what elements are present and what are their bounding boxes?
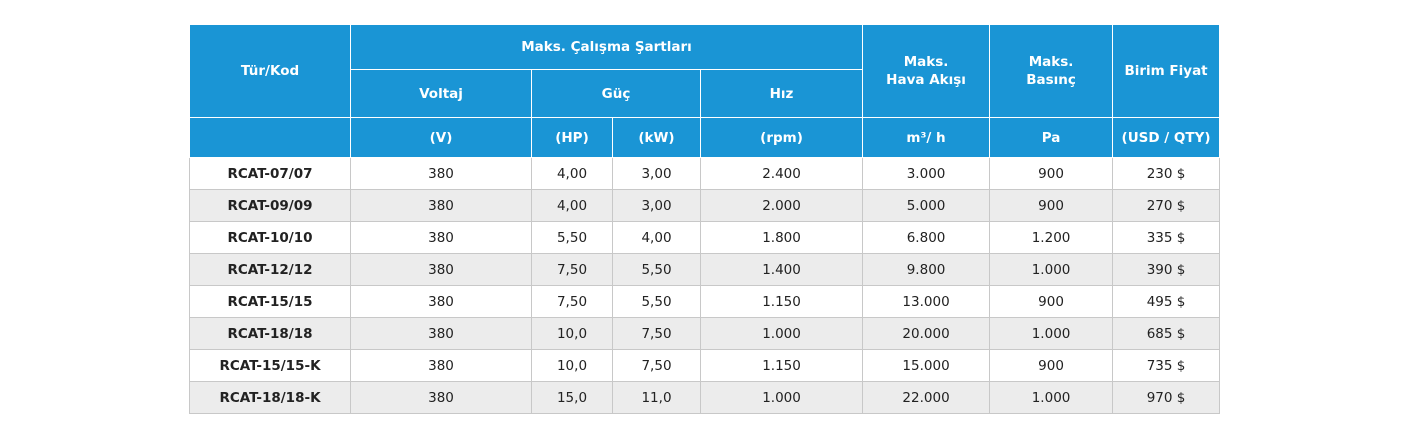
unit-pressure: Pa xyxy=(989,117,1114,158)
cell-voltage: 380 xyxy=(350,157,532,190)
cell-voltage: 380 xyxy=(350,381,532,414)
cell-pressure: 900 xyxy=(989,285,1114,318)
cell-code: RCAT-15/15 xyxy=(189,285,351,318)
cell-voltage: 380 xyxy=(350,285,532,318)
cell-price: 685 $ xyxy=(1112,317,1221,350)
cell-rpm: 1.150 xyxy=(699,285,864,318)
cell-airflow: 22.000 xyxy=(862,381,991,414)
cell-rpm: 1.400 xyxy=(699,253,864,286)
cell-kw: 5,50 xyxy=(612,253,701,286)
unit-power-hp: (HP) xyxy=(531,117,613,158)
cell-hp: 4,00 xyxy=(531,157,613,190)
cell-code: RCAT-18/18 xyxy=(189,317,351,350)
cell-kw: 7,50 xyxy=(612,349,701,382)
cell-code: RCAT-09/09 xyxy=(189,189,351,222)
header-speed: Hız xyxy=(699,69,864,118)
table-row: RCAT-15/15-K 380 10,0 7,50 1.150 15.000 … xyxy=(189,349,1221,382)
cell-rpm: 1.000 xyxy=(699,381,864,414)
header-max-airflow-line1: Maks. xyxy=(903,54,949,70)
header-max-airflow: Maks. Hava Akışı xyxy=(862,24,991,118)
cell-voltage: 380 xyxy=(350,253,532,286)
header-unit-price: Birim Fiyat xyxy=(1112,24,1221,118)
cell-pressure: 1.000 xyxy=(989,317,1114,350)
cell-rpm: 2.000 xyxy=(699,189,864,222)
cell-hp: 7,50 xyxy=(531,253,613,286)
table-header: Tür/Kod Maks. Çalışma Şartları Maks. Hav… xyxy=(189,24,1221,158)
cell-kw: 3,00 xyxy=(612,189,701,222)
table-row: RCAT-07/07 380 4,00 3,00 2.400 3.000 900… xyxy=(189,157,1221,190)
header-max-conditions: Maks. Çalışma Şartları xyxy=(349,24,864,70)
header-max-pressure: Maks. Basınç xyxy=(989,24,1114,118)
cell-code: RCAT-10/10 xyxy=(189,221,351,254)
cell-voltage: 380 xyxy=(350,349,532,382)
cell-airflow: 13.000 xyxy=(862,285,991,318)
cell-price: 495 $ xyxy=(1112,285,1221,318)
header-voltage: Voltaj xyxy=(350,69,532,118)
cell-rpm: 2.400 xyxy=(699,157,864,190)
header-max-pressure-line1: Maks. xyxy=(1028,54,1074,70)
cell-code: RCAT-12/12 xyxy=(189,253,351,286)
cell-code: RCAT-07/07 xyxy=(189,157,351,190)
unit-price: (USD / QTY) xyxy=(1112,117,1221,158)
cell-rpm: 1.000 xyxy=(699,317,864,350)
header-max-airflow-line2: Hava Akışı xyxy=(886,72,966,88)
cell-kw: 7,50 xyxy=(612,317,701,350)
table-row: RCAT-12/12 380 7,50 5,50 1.400 9.800 1.0… xyxy=(189,253,1221,286)
cell-voltage: 380 xyxy=(350,317,532,350)
cell-airflow: 3.000 xyxy=(862,157,991,190)
table-row: RCAT-18/18 380 10,0 7,50 1.000 20.000 1.… xyxy=(189,317,1221,350)
cell-price: 270 $ xyxy=(1112,189,1221,222)
header-type-code: Tür/Kod xyxy=(189,24,351,118)
cell-pressure: 900 xyxy=(989,189,1114,222)
cell-price: 735 $ xyxy=(1112,349,1221,382)
cell-airflow: 15.000 xyxy=(862,349,991,382)
table-row: RCAT-18/18-K 380 15,0 11,0 1.000 22.000 … xyxy=(189,381,1221,414)
cell-price: 230 $ xyxy=(1112,157,1221,190)
cell-voltage: 380 xyxy=(350,221,532,254)
cell-kw: 3,00 xyxy=(612,157,701,190)
cell-airflow: 20.000 xyxy=(862,317,991,350)
cell-code: RCAT-18/18-K xyxy=(189,381,351,414)
cell-airflow: 5.000 xyxy=(862,189,991,222)
cell-hp: 4,00 xyxy=(531,189,613,222)
cell-voltage: 380 xyxy=(350,189,532,222)
cell-kw: 5,50 xyxy=(612,285,701,318)
table-row: RCAT-10/10 380 5,50 4,00 1.800 6.800 1.2… xyxy=(189,221,1221,254)
table-row: RCAT-09/09 380 4,00 3,00 2.000 5.000 900… xyxy=(189,189,1221,222)
cell-price: 970 $ xyxy=(1112,381,1221,414)
unit-airflow: m³/ h xyxy=(862,117,991,158)
table-body: RCAT-07/07 380 4,00 3,00 2.400 3.000 900… xyxy=(189,157,1221,414)
header-power: Güç xyxy=(531,69,701,118)
table-row: RCAT-15/15 380 7,50 5,50 1.150 13.000 90… xyxy=(189,285,1221,318)
cell-kw: 4,00 xyxy=(612,221,701,254)
cell-pressure: 1.000 xyxy=(989,253,1114,286)
cell-pressure: 900 xyxy=(989,157,1114,190)
cell-code: RCAT-15/15-K xyxy=(189,349,351,382)
cell-pressure: 900 xyxy=(989,349,1114,382)
cell-hp: 15,0 xyxy=(531,381,613,414)
cell-rpm: 1.800 xyxy=(699,221,864,254)
cell-kw: 11,0 xyxy=(612,381,701,414)
cell-hp: 10,0 xyxy=(531,317,613,350)
cell-airflow: 6.800 xyxy=(862,221,991,254)
cell-rpm: 1.150 xyxy=(699,349,864,382)
unit-power-kw: (kW) xyxy=(612,117,701,158)
cell-hp: 5,50 xyxy=(531,221,613,254)
cell-hp: 7,50 xyxy=(531,285,613,318)
unit-type-code xyxy=(189,117,351,158)
cell-price: 390 $ xyxy=(1112,253,1221,286)
header-max-pressure-line2: Basınç xyxy=(1026,72,1076,88)
cell-airflow: 9.800 xyxy=(862,253,991,286)
price-table: Tür/Kod Maks. Çalışma Şartları Maks. Hav… xyxy=(189,24,1221,414)
cell-price: 335 $ xyxy=(1112,221,1221,254)
unit-speed: (rpm) xyxy=(699,117,864,158)
cell-pressure: 1.200 xyxy=(989,221,1114,254)
cell-hp: 10,0 xyxy=(531,349,613,382)
unit-voltage: (V) xyxy=(350,117,532,158)
cell-pressure: 1.000 xyxy=(989,381,1114,414)
